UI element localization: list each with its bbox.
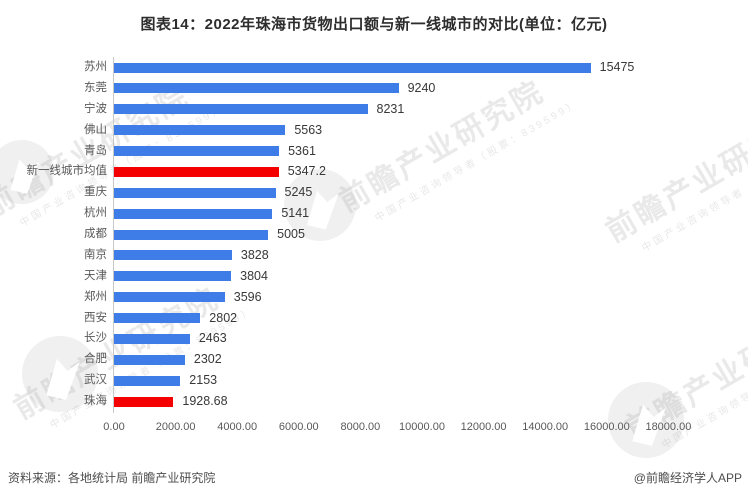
category-label: 西安 [84,311,107,324]
category-label: 郑州 [84,290,107,303]
x-tick-label: 18000.00 [645,421,692,433]
value-label: 3596 [233,289,262,304]
category-label: 新一线城市均值 [26,165,108,178]
bar-row: 青岛 5361 [0,141,748,162]
category-label: 武汉 [84,374,107,387]
category-label: 苏州 [84,61,107,73]
bar-row: 合肥 2302 [0,349,748,370]
category-label: 宁波 [84,102,107,115]
category-label: 重庆 [84,186,107,199]
bar [114,313,201,324]
category-label: 东莞 [84,81,107,94]
bar [114,208,273,219]
x-tick-label: 16000.00 [583,421,630,433]
bar [114,250,232,261]
value-label: 5245 [284,185,313,200]
bar-row: 珠海 1928.68 [0,391,748,412]
x-tick-label: 0.00 [103,421,125,433]
bar [114,125,286,136]
category-label: 珠海 [84,395,107,408]
bar-row: 东莞 9240 [0,78,748,99]
bar [114,271,232,282]
category-label: 成都 [84,228,107,241]
value-label: 3828 [240,247,269,262]
credit-note: @前瞻经济学人APP [633,471,742,485]
bar-row: 武汉 2153 [0,370,748,391]
plot-area: 苏州 15475 东莞 9240 宁波 8231 佛山 5563 青岛 5361 新一线城市均值 53… [0,57,748,413]
bar-row: 西安 2802 [0,308,748,329]
bar-highlight [114,396,174,407]
value-label: 2463 [198,331,227,346]
x-tick-label: 8000.00 [340,421,381,433]
bar [114,375,181,386]
value-label: 2302 [193,352,222,367]
bar-row: 天津 3804 [0,266,748,287]
category-label: 长沙 [84,332,107,345]
bar-row: 宁波 8231 [0,99,748,120]
bar-row: 佛山 5563 [0,120,748,141]
category-label: 佛山 [84,123,107,136]
x-tick-label: 4000.00 [217,421,258,433]
x-tick-label: 10000.00 [399,421,445,433]
bar-row: 苏州 15475 [0,57,748,78]
x-tick-label: 14000.00 [522,421,569,433]
source-note: 资料来源：各地统计局 前瞻产业研究院 [8,471,216,485]
y-axis-line [113,57,114,413]
value-label: 5563 [294,122,323,137]
bar-highlight [114,166,279,177]
bar-row: 长沙 2463 [0,328,748,349]
value-label: 9240 [407,80,436,95]
x-tick-label: 12000.00 [460,421,507,433]
bar [114,187,276,198]
bar [114,292,225,303]
bar [114,229,269,240]
value-label: 3804 [240,268,268,283]
value-label: 5005 [277,227,305,242]
chart-title: 图表14：2022年珠海市货物出口额与新一线城市的对比(单位：亿元) [140,16,608,33]
bar [114,62,591,73]
bar [114,333,190,344]
bar-row: 南京 3828 [0,245,748,266]
bar-row: 重庆 5245 [0,182,748,203]
category-label: 天津 [84,269,107,282]
x-axis: 0.00 2000.00 4000.00 6000.00 8000.00 10000.00… [0,421,748,437]
value-label: 5361 [288,143,316,158]
bar [114,146,280,157]
category-label: 杭州 [84,207,107,220]
bar [114,104,368,115]
category-label: 南京 [84,248,107,261]
value-label: 5141 [281,206,310,221]
x-tick-label: 2000.00 [155,421,196,433]
value-label: 5347.2 [287,164,326,179]
value-label: 8231 [376,101,405,116]
bar-row: 杭州 5141 [0,203,748,224]
bar-row: 新一线城市均值 5347.2 [0,161,748,182]
value-label: 2153 [189,373,218,388]
value-label: 15475 [599,60,635,74]
bar [114,354,185,365]
value-label: 2802 [209,310,238,325]
category-label: 青岛 [84,144,107,157]
bar [114,83,399,94]
x-tick-label: 6000.00 [278,421,319,433]
value-label: 1928.68 [182,394,228,409]
bar-row: 郑州 3596 [0,287,748,308]
bar-row: 成都 5005 [0,224,748,245]
category-label: 合肥 [84,353,107,366]
